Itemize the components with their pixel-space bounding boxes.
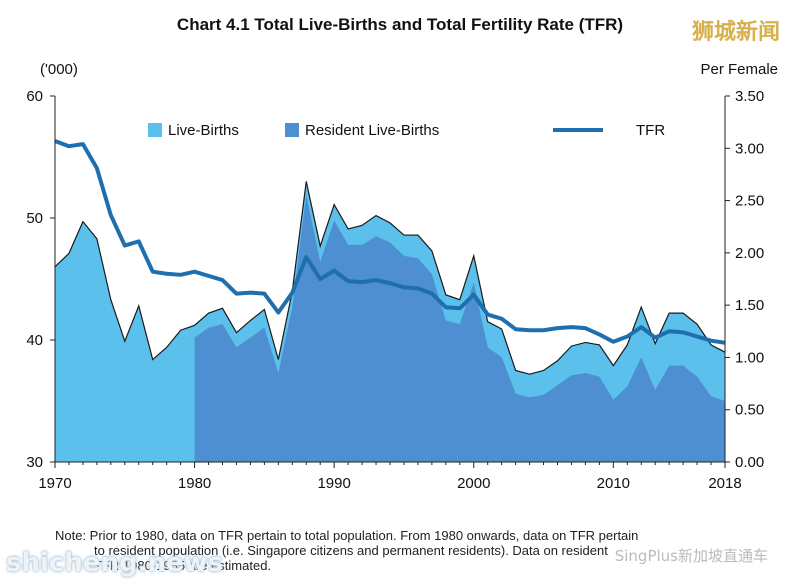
note-line-3: TFR 1980-1985 are estimated. — [94, 558, 272, 573]
axes-layer: 30 40 50 60 0.00 0.50 1.00 1.50 2.00 2.50 3.00 3.50… — [26, 88, 764, 492]
note-line-1: Note: Prior to 1980, data on TFR pertain… — [55, 528, 639, 543]
x-tick-label: 1980 — [178, 475, 211, 492]
left-tick-label: 60 — [26, 88, 43, 105]
x-tick-label: 2000 — [457, 475, 490, 492]
line-tfr — [54, 139, 726, 345]
right-tick-label: 2.50 — [735, 193, 764, 210]
right-tick-label: 2.00 — [735, 245, 764, 262]
note-line-2: to resident population (i.e. Singapore c… — [94, 543, 608, 558]
chart-title: Chart 4.1 Total Live-Births and Total Fe… — [177, 15, 623, 34]
watermark-bottom-right: SingPlus新加坡直通车 — [614, 547, 768, 565]
legend-swatch-live-births — [148, 123, 162, 137]
chart-note: Note: Prior to 1980, data on TFR pertain… — [55, 528, 638, 573]
x-tick-label: 2018 — [708, 475, 741, 492]
x-tick-label: 2010 — [597, 475, 630, 492]
watermark-bottom-left: shicheng.news — [6, 548, 224, 578]
right-tick-label: 0.50 — [735, 402, 764, 419]
legend-swatch-resident-live-births — [285, 123, 299, 137]
watermark-top-right: 狮城新闻 — [691, 20, 780, 45]
left-axis-unit: ('000) — [40, 61, 78, 78]
right-axis-unit: Per Female — [700, 61, 778, 78]
right-tick-label: 3.50 — [735, 88, 764, 105]
right-tick-label: 0.00 — [735, 454, 764, 471]
legend-label-resident-live-births: Resident Live-Births — [305, 122, 439, 139]
legend: Live-Births Resident Live-Births TFR — [148, 122, 665, 139]
left-tick-label: 40 — [26, 332, 43, 349]
area-resident-live-births — [194, 194, 726, 462]
chart-area: Chart 4.1 Total Live-Births and Total Fe… — [26, 15, 778, 492]
right-tick-label: 1.50 — [735, 297, 764, 314]
x-tick-label: 1990 — [317, 475, 350, 492]
outline-live-births — [54, 181, 726, 375]
legend-label-live-births: Live-Births — [168, 122, 239, 139]
legend-label-tfr: TFR — [636, 122, 665, 139]
right-tick-label: 3.00 — [735, 140, 764, 157]
x-tick-label: 1970 — [38, 475, 71, 492]
right-tick-label: 1.00 — [735, 349, 764, 366]
area-layer — [54, 181, 726, 462]
tfr-layer — [54, 139, 726, 345]
left-tick-label: 50 — [26, 210, 43, 227]
left-tick-label: 30 — [26, 454, 43, 471]
